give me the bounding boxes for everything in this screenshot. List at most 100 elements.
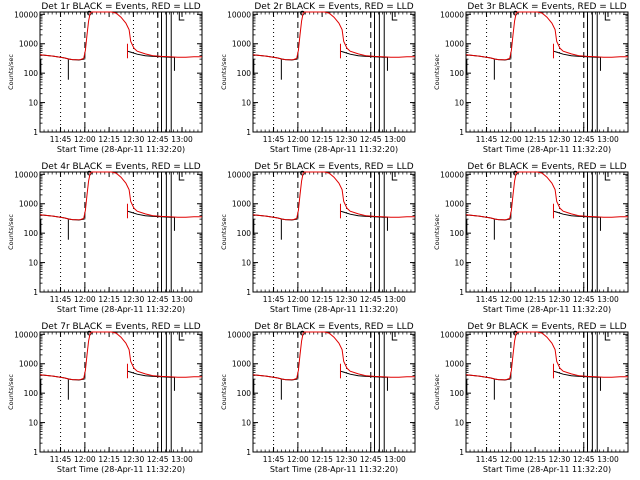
- lld-series-line: [39, 171, 202, 221]
- y-tick-label: 10: [28, 99, 38, 108]
- y-tick-label: 10: [454, 99, 464, 108]
- y-tick-label: 1: [246, 128, 251, 137]
- x-tick-label: 13:00: [597, 455, 619, 464]
- x-tick-label: 11:45: [263, 455, 285, 464]
- top-marker: [604, 172, 611, 181]
- x-tick-label: 12:45: [147, 135, 169, 144]
- panel-title: Det 6r BLACK = Events, RED = LLD: [467, 162, 626, 172]
- panel-title: Det 4r BLACK = Events, RED = LLD: [41, 162, 200, 172]
- y-tick-label: 10: [241, 259, 251, 268]
- y-tick-label: 10: [28, 419, 38, 428]
- y-tick-label: 10000: [14, 330, 38, 339]
- x-tick-label: 13:00: [384, 295, 406, 304]
- y-tick-label: 10000: [227, 170, 251, 179]
- x-axis-label: Start Time (28-Apr-11 11:32:20): [270, 465, 398, 474]
- x-tick-label: 12:30: [123, 135, 145, 144]
- y-axis-label: Counts/sec: [433, 214, 441, 250]
- y-tick-label: 1000: [445, 200, 464, 209]
- x-tick-label: 12:15: [524, 455, 546, 464]
- panel-det-1: Det 1r BLACK = Events, RED = LLD 1 10 100 10…: [7, 2, 203, 154]
- x-tick-label: 12:00: [74, 455, 96, 464]
- x-axis-label: Start Time (28-Apr-11 11:32:20): [270, 145, 398, 154]
- x-tick-label: 12:15: [311, 455, 333, 464]
- y-tick-label: 1: [246, 288, 251, 297]
- x-tick-label: 11:45: [263, 295, 285, 304]
- y-tick-label: 1000: [232, 40, 251, 49]
- y-axis-label: Counts/sec: [7, 374, 15, 410]
- x-axis-label: Start Time (28-Apr-11 11:32:20): [57, 305, 185, 314]
- y-tick-label: 1000: [19, 40, 38, 49]
- top-marker: [178, 12, 185, 21]
- x-tick-label: 13:00: [171, 135, 193, 144]
- x-tick-label: 12:15: [311, 295, 333, 304]
- y-tick-label: 1000: [445, 360, 464, 369]
- x-tick-label: 12:30: [123, 295, 145, 304]
- plot-frame: [39, 171, 203, 293]
- lld-series-line: [39, 11, 202, 61]
- x-tick-label: 12:30: [549, 135, 571, 144]
- y-tick-label: 1000: [19, 360, 38, 369]
- panel-title: Det 5r BLACK = Events, RED = LLD: [254, 162, 413, 172]
- x-tick-label: 13:00: [384, 135, 406, 144]
- plot-frame: [39, 331, 203, 453]
- y-tick-label: 10: [454, 419, 464, 428]
- panel-det-6: Det 6r BLACK = Events, RED = LLD 1 10 100 10…: [433, 162, 629, 314]
- y-tick-label: 1000: [232, 200, 251, 209]
- plot-frame: [39, 11, 203, 133]
- x-tick-label: 11:45: [476, 455, 498, 464]
- y-tick-label: 1: [33, 448, 38, 457]
- x-tick-label: 12:45: [360, 455, 382, 464]
- lld-series-line: [252, 331, 415, 381]
- x-tick-label: 13:00: [384, 455, 406, 464]
- y-tick-label: 100: [24, 69, 39, 78]
- y-tick-label: 10000: [440, 10, 464, 19]
- y-axis-label: Counts/sec: [220, 54, 228, 90]
- x-tick-label: 13:00: [597, 135, 619, 144]
- lld-series-line: [252, 11, 415, 61]
- x-tick-label: 12:30: [336, 135, 358, 144]
- x-tick-label: 12:45: [360, 295, 382, 304]
- y-axis-label: Counts/sec: [7, 214, 15, 250]
- y-axis-label: Counts/sec: [7, 54, 15, 90]
- x-axis-label: Start Time (28-Apr-11 11:32:20): [57, 145, 185, 154]
- y-axis-label: Counts/sec: [220, 214, 228, 250]
- x-tick-label: 12:30: [549, 295, 571, 304]
- x-tick-label: 11:45: [263, 135, 285, 144]
- y-axis-label: Counts/sec: [433, 374, 441, 410]
- y-tick-label: 1000: [445, 40, 464, 49]
- x-tick-label: 12:45: [573, 135, 595, 144]
- plot-frame: [252, 171, 416, 293]
- y-tick-label: 10000: [227, 10, 251, 19]
- x-tick-label: 12:15: [98, 295, 120, 304]
- x-tick-label: 11:45: [476, 295, 498, 304]
- x-tick-label: 12:15: [311, 135, 333, 144]
- x-tick-label: 12:45: [573, 455, 595, 464]
- y-tick-label: 10: [241, 419, 251, 428]
- y-tick-label: 1: [246, 448, 251, 457]
- x-tick-label: 12:45: [360, 135, 382, 144]
- y-tick-label: 100: [450, 229, 465, 238]
- panel-title: Det 7r BLACK = Events, RED = LLD: [41, 322, 200, 332]
- panel-det-8: Det 8r BLACK = Events, RED = LLD 1 10 100 10…: [220, 322, 416, 474]
- panel-title: Det 3r BLACK = Events, RED = LLD: [467, 2, 626, 12]
- y-tick-label: 100: [24, 389, 39, 398]
- y-tick-label: 1: [459, 288, 464, 297]
- y-tick-label: 10000: [14, 10, 38, 19]
- x-tick-label: 12:00: [287, 135, 309, 144]
- y-tick-label: 10: [454, 259, 464, 268]
- panel-det-3: Det 3r BLACK = Events, RED = LLD 1 10 100 10…: [433, 2, 629, 154]
- x-tick-label: 11:45: [476, 135, 498, 144]
- x-tick-label: 12:00: [287, 455, 309, 464]
- plot-frame: [465, 331, 629, 453]
- y-tick-label: 1000: [19, 200, 38, 209]
- x-tick-label: 12:30: [336, 295, 358, 304]
- x-tick-label: 12:15: [98, 135, 120, 144]
- lld-series-line: [252, 171, 415, 221]
- plot-frame: [465, 11, 629, 133]
- y-tick-label: 10000: [227, 330, 251, 339]
- panel-det-5: Det 5r BLACK = Events, RED = LLD 1 10 100 10…: [220, 162, 416, 314]
- top-marker: [391, 12, 398, 21]
- x-tick-label: 12:45: [573, 295, 595, 304]
- top-marker: [178, 332, 185, 341]
- x-tick-label: 12:30: [336, 455, 358, 464]
